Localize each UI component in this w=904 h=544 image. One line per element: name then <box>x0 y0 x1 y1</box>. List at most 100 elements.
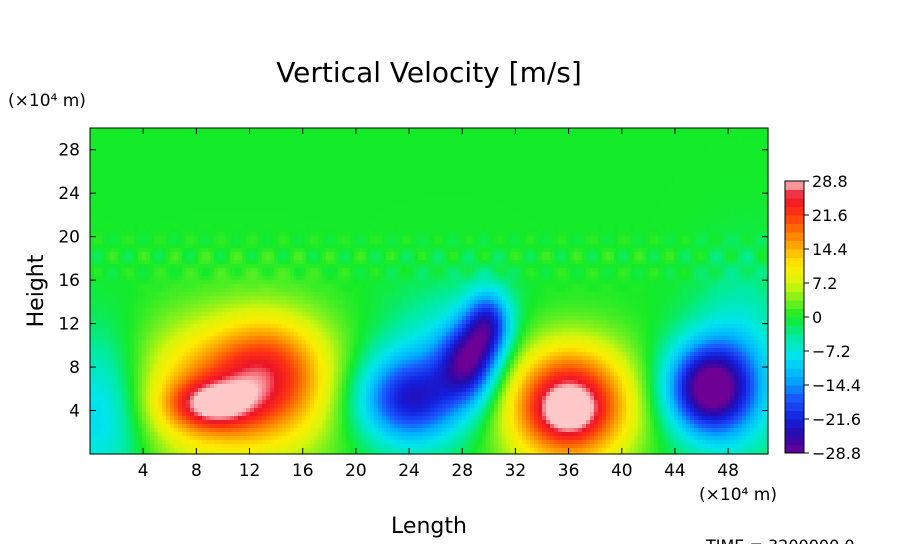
heatmap-cell <box>706 176 711 181</box>
heatmap-cell <box>314 140 319 145</box>
heatmap-cell <box>618 160 623 165</box>
heatmap-cell <box>662 128 667 133</box>
heatmap-cell <box>302 180 307 185</box>
heatmap-cell <box>402 212 407 217</box>
heatmap-cell <box>666 136 671 141</box>
heatmap-cell <box>474 168 479 173</box>
heatmap-cell <box>238 200 243 205</box>
heatmap-cell <box>542 128 547 133</box>
heatmap-cell <box>318 148 323 153</box>
heatmap-cell <box>122 244 127 249</box>
heatmap-cell <box>126 216 131 221</box>
heatmap-cell <box>682 228 687 233</box>
heatmap-cell <box>570 168 575 173</box>
heatmap-cell <box>390 200 395 205</box>
heatmap-cell <box>462 168 467 173</box>
heatmap-cell <box>690 168 695 173</box>
heatmap-cell <box>294 188 299 193</box>
heatmap-cell <box>134 168 139 173</box>
heatmap-cell <box>646 156 651 161</box>
heatmap-cell <box>202 180 207 185</box>
heatmap-cell <box>362 192 367 197</box>
heatmap-cell <box>94 132 99 137</box>
heatmap-cell <box>182 132 187 137</box>
heatmap-cell <box>230 216 235 221</box>
heatmap-cell <box>754 168 759 173</box>
heatmap-cell <box>366 232 371 237</box>
heatmap-cell <box>310 216 315 221</box>
heatmap-cell <box>526 156 531 161</box>
heatmap-cell <box>142 192 147 197</box>
heatmap-cell <box>570 236 575 241</box>
heatmap-cell <box>722 236 727 241</box>
heatmap-cell <box>658 156 663 161</box>
heatmap-cell <box>646 196 651 201</box>
heatmap-cell <box>430 212 435 217</box>
heatmap-cell <box>698 184 703 189</box>
heatmap-cell <box>446 144 451 149</box>
heatmap-cell <box>762 180 767 185</box>
heatmap-cell <box>582 184 587 189</box>
heatmap-cell <box>566 184 571 189</box>
heatmap-cell <box>190 164 195 169</box>
heatmap-cell <box>110 236 115 241</box>
heatmap-cell <box>738 232 743 237</box>
heatmap-cell <box>258 240 263 245</box>
heatmap-cell <box>642 208 647 213</box>
heatmap-cell <box>594 172 599 177</box>
heatmap-cell <box>606 164 611 169</box>
heatmap-cell <box>242 224 247 229</box>
heatmap-cell <box>130 188 135 193</box>
heatmap-cell <box>606 188 611 193</box>
heatmap-cell <box>562 196 567 201</box>
heatmap-cell <box>474 232 479 237</box>
heatmap-cell <box>566 204 571 209</box>
heatmap-cell <box>202 228 207 233</box>
heatmap-cell <box>594 168 599 173</box>
heatmap-cell <box>170 188 175 193</box>
heatmap-cell <box>726 220 731 225</box>
heatmap-cell <box>174 224 179 229</box>
heatmap-cell <box>430 128 435 133</box>
heatmap-cell <box>578 184 583 189</box>
heatmap-cell <box>670 148 675 153</box>
heatmap-cell <box>138 204 143 209</box>
heatmap-cell <box>490 148 495 153</box>
heatmap-cell <box>318 212 323 217</box>
heatmap-cell <box>90 236 95 241</box>
heatmap-cell <box>470 140 475 145</box>
heatmap-cell <box>266 156 271 161</box>
heatmap-cell <box>346 176 351 181</box>
heatmap-cell <box>226 128 231 133</box>
heatmap-cell <box>458 128 463 133</box>
heatmap-cell <box>118 132 123 137</box>
heatmap-cell <box>726 184 731 189</box>
heatmap-cell <box>726 140 731 145</box>
heatmap-cell <box>550 240 555 245</box>
heatmap-cell <box>638 156 643 161</box>
heatmap-cell <box>602 216 607 221</box>
heatmap-cell <box>270 156 275 161</box>
heatmap-cell <box>254 164 259 169</box>
heatmap-cell <box>506 228 511 233</box>
heatmap-cell <box>378 144 383 149</box>
heatmap-cell <box>546 184 551 189</box>
heatmap-cell <box>106 236 111 241</box>
heatmap-cell <box>750 156 755 161</box>
heatmap-cell <box>270 216 275 221</box>
heatmap-cell <box>706 152 711 157</box>
heatmap-cell <box>206 204 211 209</box>
heatmap-cell <box>130 232 135 237</box>
heatmap-cell <box>742 216 747 221</box>
heatmap-cell <box>706 240 711 245</box>
heatmap-cell <box>690 232 695 237</box>
heatmap-cell <box>170 232 175 237</box>
heatmap-cell <box>394 128 399 133</box>
heatmap-cell <box>258 192 263 197</box>
heatmap-cell <box>342 212 347 217</box>
heatmap-cell <box>154 148 159 153</box>
heatmap-cell <box>450 212 455 217</box>
heatmap-cell <box>442 196 447 201</box>
heatmap-cell <box>154 180 159 185</box>
heatmap-cell <box>326 184 331 189</box>
